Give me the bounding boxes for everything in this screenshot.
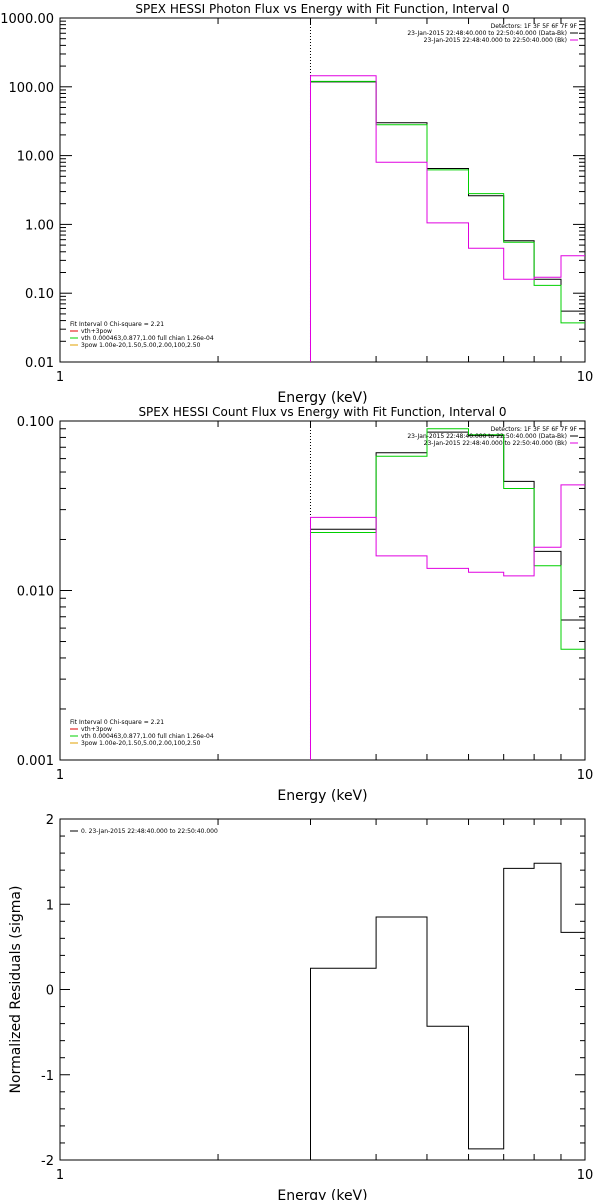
x-axis-label: Energy (keV) <box>277 788 367 804</box>
info-line: 23-Jan-2015 22:48:40.000 to 22:50:40.000… <box>424 37 567 44</box>
series-line-3 <box>310 75 585 362</box>
x-tick-label: 1 <box>56 768 64 783</box>
info-line: 23-Jan-2015 22:48:40.000 to 22:50:40.000… <box>407 433 567 440</box>
y-tick-label: 0.01 <box>25 356 54 371</box>
legend-entry: vth 0.000463,0.877,1.00 full chian 1.26e… <box>81 733 214 740</box>
y-tick-label: 1.00 <box>25 218 54 233</box>
y-tick-label: 2 <box>46 813 54 828</box>
info-line: 23-Jan-2015 22:48:40.000 to 22:50:40.000… <box>407 30 567 37</box>
y-tick-label: -1 <box>41 1069 54 1084</box>
x-tick-label: 10 <box>577 1168 594 1183</box>
legend-header: Fit Interval 0 Chi-square = 2.21 <box>70 719 164 726</box>
y-tick-label: 100.00 <box>9 81 55 96</box>
info-line: 23-Jan-2015 22:48:40.000 to 22:50:40.000… <box>424 440 567 447</box>
legend-entry: vth+3pow <box>81 726 112 733</box>
plot-panel-1: SPEX HESSI Photon Flux vs Energy with Fi… <box>0 2 593 406</box>
y-tick-label: 0.001 <box>17 754 54 769</box>
plot-panel-3: -2 -1 0 1 2 1 10 Energy (keV) Normalized Residua… <box>8 813 593 1200</box>
info-line: Detectors: 1F 3F 5F 6F 7F 9F <box>491 23 578 30</box>
x-tick-label: 10 <box>577 768 594 783</box>
y-tick-label: 1 <box>46 898 54 913</box>
y-tick-label: 0.10 <box>25 287 54 302</box>
info-line: Detectors: 1F 3F 5F 6F 7F 9F <box>491 426 578 433</box>
legend-entry: vth+3pow <box>81 328 112 335</box>
plot-panel-2: SPEX HESSI Count Flux vs Energy with Fit… <box>17 405 593 804</box>
plot-frame <box>59 420 586 761</box>
legend-header: Fit Interval 0 Chi-square = 2.21 <box>70 321 164 328</box>
legend-entry: vth 0.000463,0.877,1.00 full chian 1.26e… <box>81 335 214 342</box>
series-line-1 <box>310 81 585 362</box>
legend-entry: 3pow 1.00e-20,1.50,5.00,2.00,100,2.50 <box>81 342 201 349</box>
y-tick-label: 1000.00 <box>0 12 54 27</box>
plot-title: SPEX HESSI Count Flux vs Energy with Fit… <box>138 405 506 419</box>
y-tick-label: 10.00 <box>17 150 54 165</box>
legend-entry: 0. 23-Jan-2015 22:48:40.000 to 22:50:40.… <box>81 828 218 835</box>
x-tick-label: 1 <box>56 1168 64 1183</box>
plot-title: SPEX HESSI Photon Flux vs Energy with Fi… <box>135 2 509 16</box>
series-line-1 <box>310 862 585 1160</box>
series-line-1 <box>310 431 585 760</box>
series-line-2 <box>310 428 585 760</box>
y-tick-label: 0 <box>46 984 54 999</box>
y-axis-label: Normalized Residuals (sigma) <box>8 886 24 1094</box>
x-axis-label: Energy (keV) <box>277 1188 367 1200</box>
y-tick-label: -2 <box>41 1154 54 1169</box>
plot-frame <box>59 17 586 363</box>
x-tick-label: 1 <box>56 370 64 385</box>
plot-frame <box>59 818 586 1161</box>
legend-entry: 3pow 1.00e-20,1.50,5.00,2.00,100,2.50 <box>81 740 201 747</box>
x-tick-label: 10 <box>577 370 594 385</box>
series-line-2 <box>310 80 585 362</box>
x-axis-label: Energy (keV) <box>277 390 367 406</box>
y-tick-label: 0.100 <box>17 415 54 430</box>
series-line-3 <box>310 484 585 760</box>
y-tick-label: 0.010 <box>17 585 54 600</box>
